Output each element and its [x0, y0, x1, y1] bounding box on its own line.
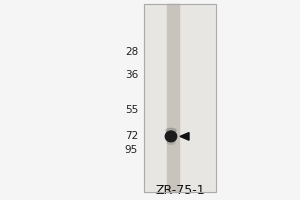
Text: ZR-75-1: ZR-75-1 — [155, 184, 205, 197]
Text: 55: 55 — [125, 105, 138, 115]
Polygon shape — [180, 133, 189, 140]
Ellipse shape — [165, 131, 177, 142]
Ellipse shape — [166, 128, 176, 133]
Text: 95: 95 — [125, 145, 138, 155]
Text: 28: 28 — [125, 47, 138, 57]
Text: 36: 36 — [125, 70, 138, 80]
Ellipse shape — [167, 140, 175, 144]
Bar — [144, 4, 216, 192]
Bar — [167, 4, 178, 192]
Bar — [144, 4, 216, 192]
Text: 72: 72 — [125, 131, 138, 141]
